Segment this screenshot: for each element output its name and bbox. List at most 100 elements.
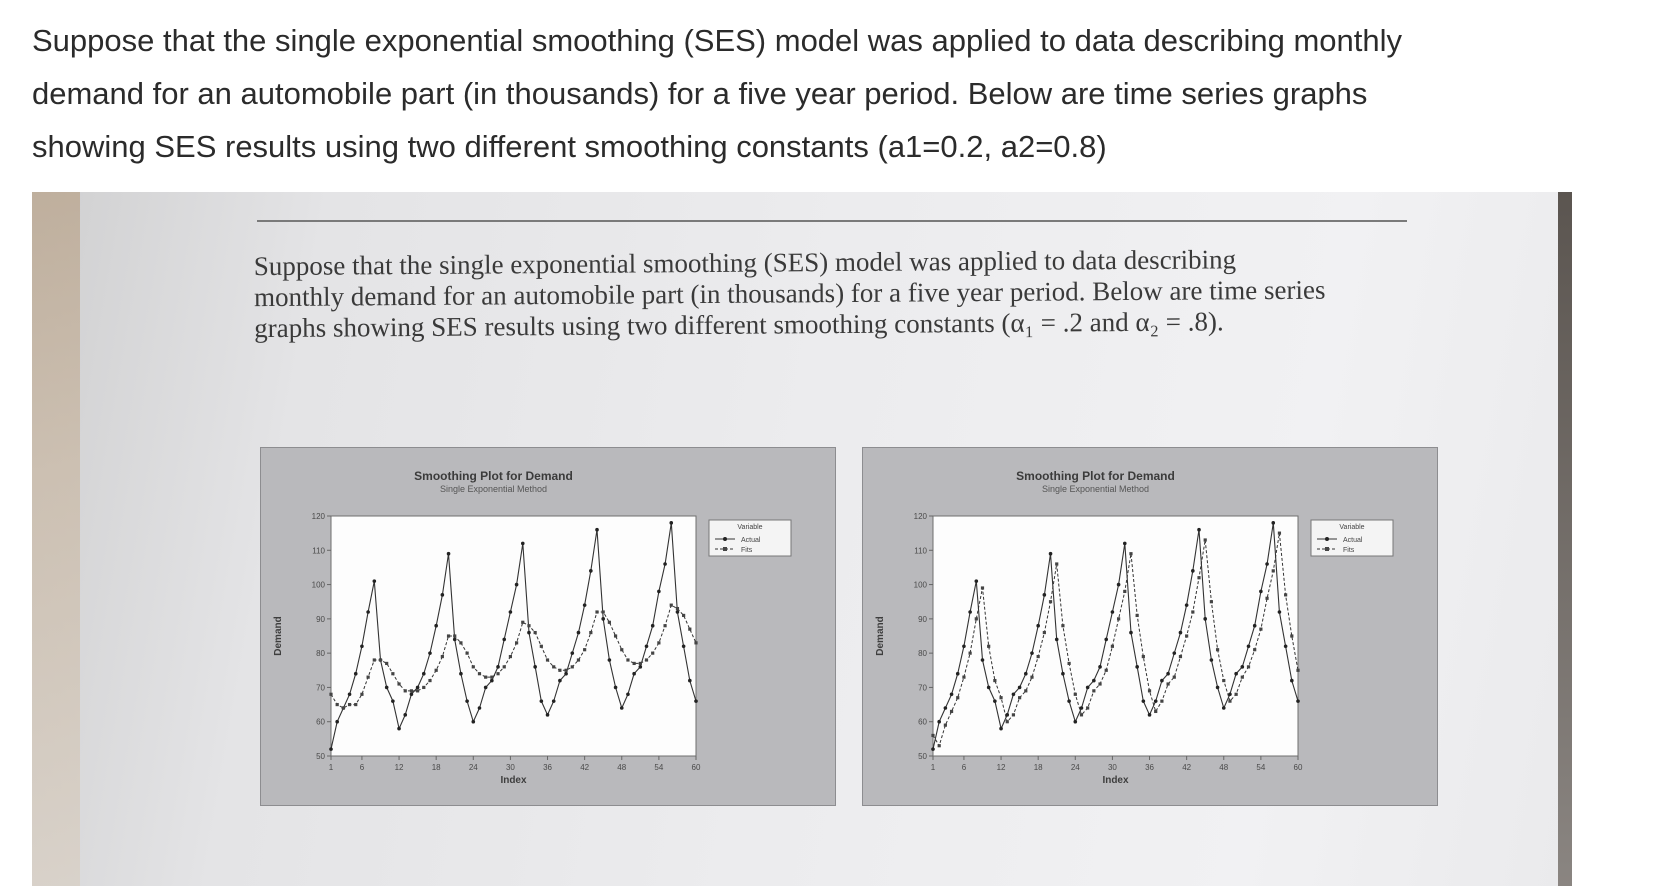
actual-point [440, 593, 445, 597]
x-tick-label: 30 [1108, 763, 1117, 772]
actual-point [937, 719, 941, 724]
fits-point [453, 634, 457, 638]
legend-swatch-marker [1325, 547, 1329, 551]
fits-point [1215, 648, 1220, 652]
actual-point [601, 617, 606, 621]
actual-point [1129, 630, 1133, 635]
fits-point [471, 665, 475, 669]
question-line-1: Suppose that the single exponential smoo… [32, 23, 1402, 58]
fits-point [675, 606, 680, 611]
y-axis-label: Demand [875, 616, 886, 655]
fits-point [607, 620, 611, 624]
fits-point [533, 630, 537, 635]
chart-subtitle: Single Exponential Method [1042, 484, 1149, 494]
fits-point [601, 610, 605, 614]
actual-point [1265, 562, 1269, 566]
x-tick-label: 36 [543, 763, 552, 772]
actual-point [993, 699, 997, 703]
actual-point [650, 623, 655, 628]
x-tick-label: 48 [1219, 763, 1228, 772]
fits-point [446, 634, 451, 638]
y-tick-label: 70 [918, 683, 927, 692]
actual-point [694, 699, 698, 703]
actual-point [452, 637, 457, 642]
fits-point [1160, 699, 1164, 703]
actual-point [638, 665, 643, 669]
fits-point [1166, 682, 1170, 686]
actual-point [1085, 685, 1090, 690]
actual-point [1240, 665, 1245, 669]
fits-point [663, 624, 667, 628]
actual-point [1122, 541, 1127, 546]
actual-point [644, 644, 649, 649]
actual-point [1191, 569, 1195, 573]
actual-point [1203, 617, 1208, 621]
fits-point [360, 692, 364, 696]
fits-point [354, 702, 358, 707]
x-tick-label: 1 [329, 763, 334, 772]
y-tick-label: 90 [918, 615, 927, 624]
fits-point [1253, 648, 1257, 652]
fits-point [508, 654, 513, 659]
actual-point [483, 685, 488, 690]
fits-point [937, 744, 941, 748]
actual-point [669, 521, 674, 525]
fits-point [440, 654, 444, 659]
actual-point [1147, 713, 1152, 717]
actual-point [372, 579, 377, 583]
fits-point [1271, 569, 1275, 573]
fits-point [1011, 713, 1016, 717]
fits-point [980, 586, 985, 590]
y-tick-label: 50 [316, 752, 325, 761]
actual-point [347, 692, 352, 697]
actual-point [1209, 658, 1214, 662]
fits-point [341, 706, 345, 710]
fits-point [688, 627, 692, 631]
fits-point [1147, 689, 1152, 693]
fits-point [397, 682, 401, 686]
actual-point [1228, 692, 1232, 697]
actual-point [1030, 651, 1034, 655]
fits-point [999, 696, 1003, 700]
fits-point [1178, 654, 1183, 659]
fits-point [539, 644, 543, 648]
fits-point [416, 689, 420, 693]
actual-point [955, 671, 960, 676]
legend-swatch-marker [1325, 537, 1329, 541]
fits-point [1222, 678, 1226, 683]
fits-point [1042, 630, 1046, 635]
fits-point [1290, 634, 1294, 638]
actual-point [1048, 551, 1053, 556]
actual-point [1259, 589, 1263, 594]
fits-point [409, 689, 414, 693]
actual-point [520, 541, 525, 546]
actual-point [496, 665, 500, 669]
actual-point [968, 610, 972, 614]
actual-point [1061, 671, 1065, 676]
legend-entry-label: Actual [741, 537, 761, 544]
fits-point [632, 661, 636, 666]
fits-point [1191, 610, 1195, 614]
actual-point [1036, 623, 1040, 628]
fits-point [1018, 696, 1022, 700]
fits-point [1073, 692, 1077, 696]
fits-point [576, 658, 581, 662]
fits-point [987, 644, 991, 648]
legend-entry-label: Fits [741, 547, 753, 554]
fits-point [657, 641, 661, 645]
photo-left-edge [32, 192, 80, 886]
fits-point [669, 603, 673, 607]
fits-point [378, 658, 383, 662]
actual-point [999, 726, 1003, 731]
question-line-3: showing SES results using two different … [32, 129, 1107, 164]
fits-point [521, 620, 525, 624]
actual-point [582, 603, 587, 607]
smoothing-plot-alpha-0-2: Smoothing Plot for Demand Single Exponent… [260, 447, 836, 806]
x-tick-label: 42 [580, 763, 589, 772]
plot-area [932, 515, 1299, 757]
actual-point [1135, 665, 1139, 669]
fits-point [459, 641, 463, 645]
fits-point [993, 678, 997, 683]
